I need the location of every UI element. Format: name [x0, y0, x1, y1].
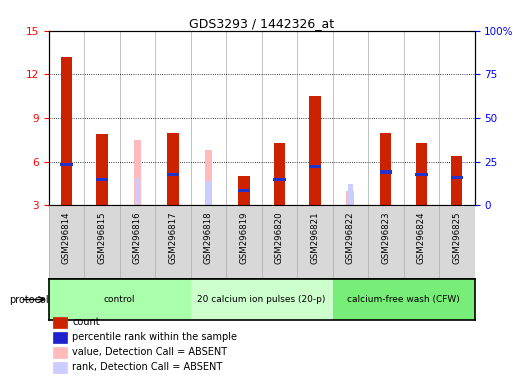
Bar	[309, 96, 321, 205]
Bar	[380, 170, 392, 174]
Text: GSM296814: GSM296814	[62, 211, 71, 264]
Text: GSM296822: GSM296822	[346, 211, 355, 264]
Text: GSM296817: GSM296817	[168, 211, 177, 264]
Text: GSM296825: GSM296825	[452, 211, 461, 264]
Bar	[60, 163, 73, 166]
Bar	[415, 173, 427, 177]
Bar	[53, 347, 67, 358]
Bar	[96, 134, 108, 205]
Bar	[205, 150, 212, 205]
Bar	[416, 143, 427, 205]
Bar	[274, 143, 285, 205]
Text: GSM296824: GSM296824	[417, 211, 426, 264]
Bar	[135, 178, 140, 205]
Bar	[133, 140, 142, 205]
Text: calcium-free wash (CFW): calcium-free wash (CFW)	[347, 295, 460, 304]
Bar	[273, 178, 286, 181]
Text: value, Detection Call = ABSENT: value, Detection Call = ABSENT	[72, 348, 227, 358]
Text: GSM296819: GSM296819	[240, 211, 248, 264]
Bar	[53, 332, 67, 343]
Bar	[53, 362, 67, 373]
Bar	[451, 156, 462, 205]
Title: GDS3293 / 1442326_at: GDS3293 / 1442326_at	[189, 17, 334, 30]
Text: GSM296818: GSM296818	[204, 211, 213, 264]
Bar	[206, 181, 211, 205]
Bar	[380, 132, 391, 205]
Text: protocol: protocol	[9, 295, 49, 305]
Bar	[348, 184, 353, 205]
Bar	[167, 173, 179, 177]
Bar	[346, 191, 354, 205]
Text: GSM296821: GSM296821	[310, 211, 320, 264]
Bar	[61, 57, 72, 205]
Bar	[238, 189, 250, 192]
Text: GSM296820: GSM296820	[275, 211, 284, 264]
Bar	[191, 280, 332, 319]
Bar	[96, 178, 108, 181]
Text: GSM296815: GSM296815	[97, 211, 107, 264]
Text: 20 calcium ion pulses (20-p): 20 calcium ion pulses (20-p)	[198, 295, 326, 304]
Text: rank, Detection Call = ABSENT: rank, Detection Call = ABSENT	[72, 362, 223, 372]
Text: GSM296823: GSM296823	[381, 211, 390, 264]
Bar	[450, 176, 463, 179]
Bar	[49, 280, 191, 319]
Bar	[309, 164, 321, 168]
Bar	[238, 176, 249, 205]
Bar	[332, 280, 475, 319]
Bar	[53, 317, 67, 328]
Text: percentile rank within the sample: percentile rank within the sample	[72, 332, 237, 342]
Text: control: control	[104, 295, 135, 304]
Bar	[167, 132, 179, 205]
Text: count: count	[72, 317, 100, 327]
Text: GSM296816: GSM296816	[133, 211, 142, 264]
